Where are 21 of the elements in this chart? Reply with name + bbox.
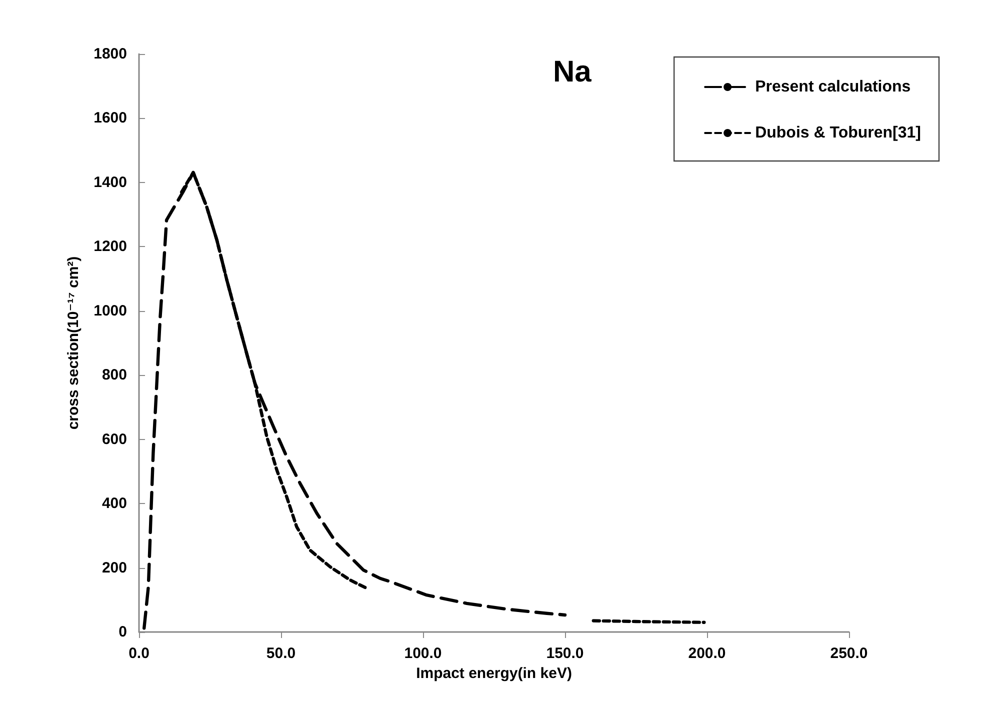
y-tick-label: 400 (102, 495, 127, 512)
x-axis-title: Impact energy(in keV) (416, 664, 572, 682)
x-tick-label: 100.0 (404, 645, 442, 662)
y-tick-label: 600 (102, 430, 127, 448)
y-tick-label: 1000 (94, 302, 127, 320)
chart-title: Na (553, 56, 592, 88)
x-tick-label: 200.0 (688, 645, 726, 662)
y-tick-label: 1600 (94, 110, 127, 127)
y-tick-label: 1200 (94, 238, 127, 256)
legend-label: Dubois & Toburen[31] (755, 124, 921, 142)
y-tick-label: 800 (102, 366, 127, 384)
y-tick-label: 1400 (94, 174, 127, 191)
legend-label: Present calculations (755, 78, 911, 96)
y-axis-title: cross section(10⁻¹⁷ cm²) (65, 256, 82, 430)
x-tick-label: 0.0 (128, 645, 150, 662)
x-tick-label: 50.0 (266, 645, 296, 662)
y-tick-label: 200 (102, 559, 127, 576)
y-tick-label: 1800 (94, 46, 127, 62)
y-tick-label: 0 (118, 624, 127, 640)
x-tick-label: 250.0 (830, 645, 868, 662)
x-tick-label: 150.0 (546, 645, 584, 662)
